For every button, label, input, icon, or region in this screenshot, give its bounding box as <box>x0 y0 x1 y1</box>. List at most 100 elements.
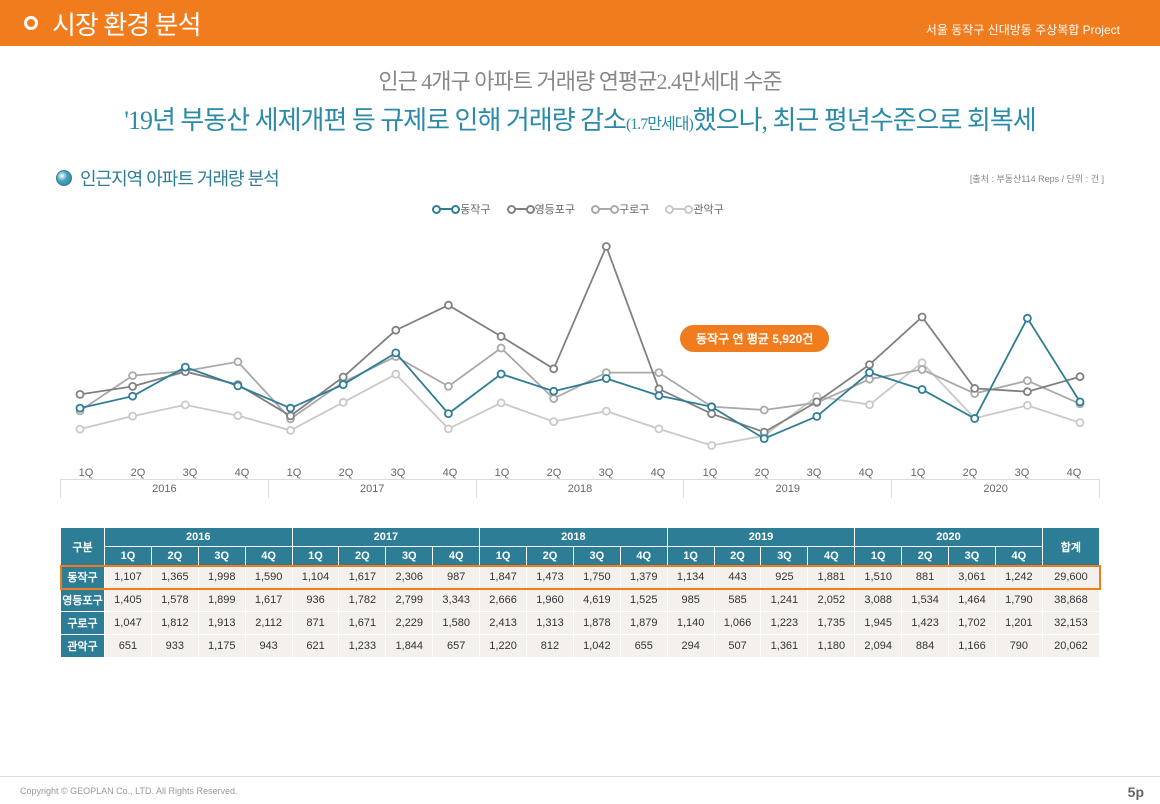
series-marker <box>445 425 452 432</box>
cell: 1,879 <box>620 612 667 635</box>
legend-item: 동작구 <box>436 201 490 217</box>
row-label: 관악구 <box>61 635 105 658</box>
quarter-header: 2Q <box>151 547 198 566</box>
series-marker <box>182 364 189 371</box>
quarter-label: 3Q <box>996 467 1048 479</box>
quarter-label: 1Q <box>476 467 528 479</box>
cell: 1,510 <box>855 566 902 589</box>
legend-item: 영등포구 <box>511 201 575 217</box>
cell: 1,107 <box>105 566 152 589</box>
cell: 2,799 <box>386 589 433 612</box>
series-marker <box>77 391 84 398</box>
series-marker <box>603 408 610 415</box>
series-marker <box>498 333 505 340</box>
legend-swatch-icon <box>595 208 615 210</box>
cell: 925 <box>761 566 808 589</box>
section-title: 인근지역 아파트 거래량 분석 <box>80 165 279 191</box>
cell: 1,473 <box>527 566 574 589</box>
cell: 1,998 <box>198 566 245 589</box>
legend-label: 동작구 <box>460 201 490 217</box>
table-row: 구로구1,0471,8121,9132,1128711,6712,2291,58… <box>61 612 1100 635</box>
cell: 1,578 <box>151 589 198 612</box>
cell: 1,812 <box>151 612 198 635</box>
series-marker <box>708 403 715 410</box>
cell: 933 <box>151 635 198 658</box>
series-line <box>80 247 1080 433</box>
series-marker <box>234 358 241 365</box>
chart-legend: 동작구영등포구구로구관악구 <box>60 197 1100 217</box>
series-marker <box>550 365 557 372</box>
series-marker <box>971 415 978 422</box>
cell: 2,306 <box>386 566 433 589</box>
quarter-header: 4Q <box>808 547 855 566</box>
year-header: 2016 <box>105 528 293 547</box>
cell: 1,464 <box>949 589 996 612</box>
series-marker <box>1077 373 1084 380</box>
table-row: 영등포구1,4051,5781,8991,6179361,7822,7993,3… <box>61 589 1100 612</box>
series-marker <box>866 361 873 368</box>
series-marker <box>392 327 399 334</box>
quarter-header: 1Q <box>480 547 527 566</box>
cell: 2,112 <box>245 612 292 635</box>
chart-callout: 동작구 연 평균 5,920건 <box>680 325 829 352</box>
series-marker <box>1024 377 1031 384</box>
series-marker <box>919 386 926 393</box>
cell: 1,881 <box>808 566 855 589</box>
cell: 2,229 <box>386 612 433 635</box>
year-label: 2019 <box>684 480 892 498</box>
cell: 1,134 <box>667 566 714 589</box>
series-marker <box>1024 315 1031 322</box>
series-marker <box>866 401 873 408</box>
quarter-header: 2Q <box>902 547 949 566</box>
legend-label: 구로구 <box>619 201 649 217</box>
cell: 1,782 <box>339 589 386 612</box>
cell: 1,365 <box>151 566 198 589</box>
cell: 1,140 <box>667 612 714 635</box>
chart-x-axis: 1Q2Q3Q4Q1Q2Q3Q4Q1Q2Q3Q4Q1Q2Q3Q4Q1Q2Q3Q4Q… <box>60 467 1100 498</box>
table-row: 관악구6519331,1759436211,2331,8446571,22081… <box>61 635 1100 658</box>
cell: 1,361 <box>761 635 808 658</box>
quarter-label: 1Q <box>684 467 736 479</box>
series-marker <box>761 407 768 414</box>
cell: 1,423 <box>902 612 949 635</box>
cell: 1,945 <box>855 612 902 635</box>
series-marker <box>550 418 557 425</box>
cell: 1,671 <box>339 612 386 635</box>
series-marker <box>129 413 136 420</box>
quarter-label: 2Q <box>320 467 372 479</box>
cell: 1,405 <box>105 589 152 612</box>
cell: 1,180 <box>808 635 855 658</box>
series-marker <box>287 405 294 412</box>
cell: 1,242 <box>995 566 1042 589</box>
quarter-header: 2Q <box>714 547 761 566</box>
quarter-label: 1Q <box>268 467 320 479</box>
series-marker <box>813 398 820 405</box>
cell: 4,619 <box>573 589 620 612</box>
quarter-header: 4Q <box>620 547 667 566</box>
quarter-label: 4Q <box>1048 467 1100 479</box>
row-label: 영등포구 <box>61 589 105 612</box>
cell: 651 <box>105 635 152 658</box>
series-marker <box>234 382 241 389</box>
quarter-header: 1Q <box>292 547 339 566</box>
cell: 657 <box>433 635 480 658</box>
cell: 1,166 <box>949 635 996 658</box>
series-marker <box>866 369 873 376</box>
section-bullet-icon <box>56 170 72 186</box>
cell: 294 <box>667 635 714 658</box>
series-marker <box>1077 398 1084 405</box>
cell: 3,061 <box>949 566 996 589</box>
legend-swatch-icon <box>669 208 689 210</box>
total-cell: 38,868 <box>1042 589 1099 612</box>
series-marker <box>550 395 557 402</box>
series-marker <box>234 412 241 419</box>
cell: 1,913 <box>198 612 245 635</box>
cell: 1,580 <box>433 612 480 635</box>
series-marker <box>182 401 189 408</box>
data-table: 구분20162017201820192020합계1Q2Q3Q4Q1Q2Q3Q4Q… <box>60 527 1100 658</box>
series-marker <box>392 349 399 356</box>
cell: 790 <box>995 635 1042 658</box>
legend-swatch-icon <box>436 208 456 210</box>
cell: 3,088 <box>855 589 902 612</box>
year-header: 2018 <box>480 528 668 547</box>
